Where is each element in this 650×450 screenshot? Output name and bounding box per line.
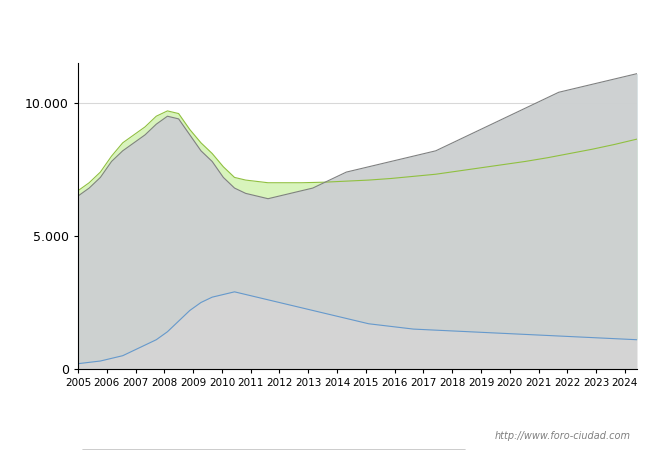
Text: http://www.foro-ciudad.com: http://www.foro-ciudad.com: [495, 431, 630, 441]
Text: Peligros - Evolucion de la poblacion en edad de Trabajar Mayo de 2024: Peligros - Evolucion de la poblacion en …: [66, 19, 584, 35]
